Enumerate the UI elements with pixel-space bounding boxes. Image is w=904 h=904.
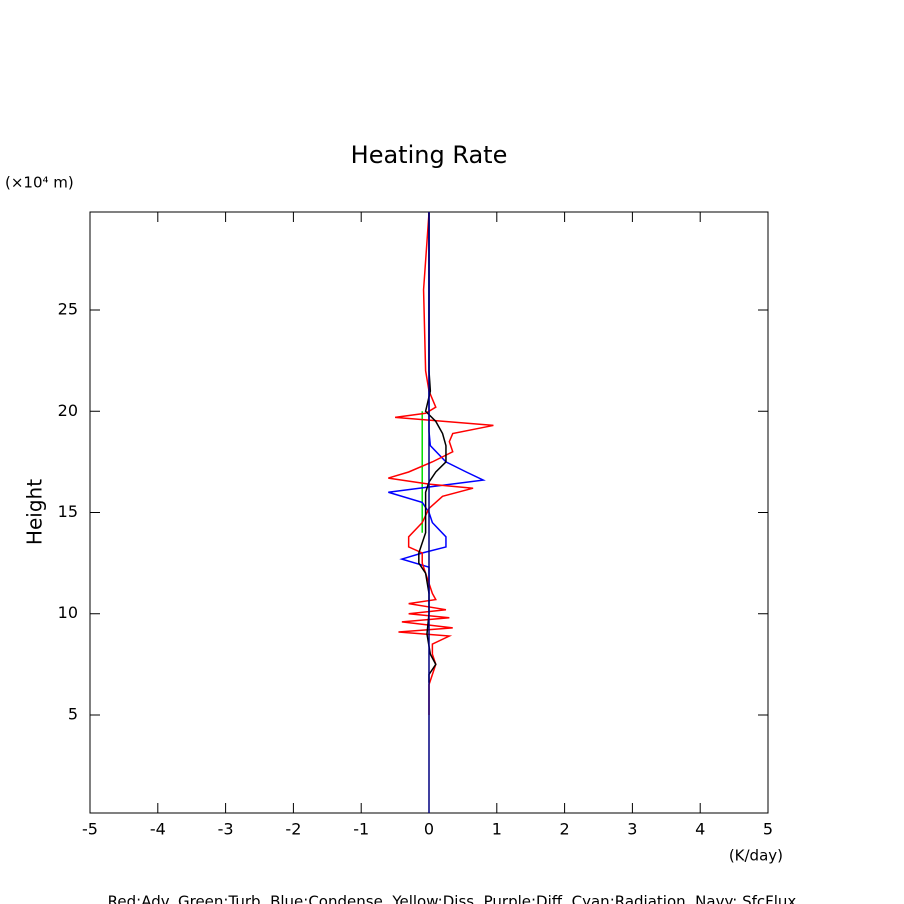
y-axis-label: Height <box>23 479 47 545</box>
x-tick-label: -4 <box>150 820 166 839</box>
profile-line <box>418 212 447 683</box>
x-tick-label: 1 <box>492 820 502 839</box>
note: Red:Adv. Green:Turb. Blue:Condense. Yell… <box>108 893 797 904</box>
y-tick-label: 15 <box>58 502 78 521</box>
x-tick-label: 3 <box>627 820 637 839</box>
chart-title: Heating Rate <box>351 141 508 169</box>
x-tick-label: 2 <box>560 820 570 839</box>
profile-line <box>388 212 486 594</box>
x-tick-label: -5 <box>82 820 98 839</box>
x-tick-label: -2 <box>285 820 301 839</box>
x-tick-label: 4 <box>695 820 705 839</box>
profile-line <box>388 212 494 715</box>
y-tick-label: 10 <box>58 603 78 622</box>
x-tick-label: -3 <box>218 820 234 839</box>
y-unit: (×10⁴ m) <box>5 174 74 192</box>
y-tick-label: 20 <box>58 401 78 420</box>
x-tick-label: 5 <box>763 820 773 839</box>
x-axis-label: (K/day) <box>729 847 783 865</box>
y-tick-label: 25 <box>58 300 78 319</box>
x-tick-label: 0 <box>424 820 434 839</box>
x-tick-label: -1 <box>353 820 369 839</box>
y-tick-label: 5 <box>68 704 78 723</box>
